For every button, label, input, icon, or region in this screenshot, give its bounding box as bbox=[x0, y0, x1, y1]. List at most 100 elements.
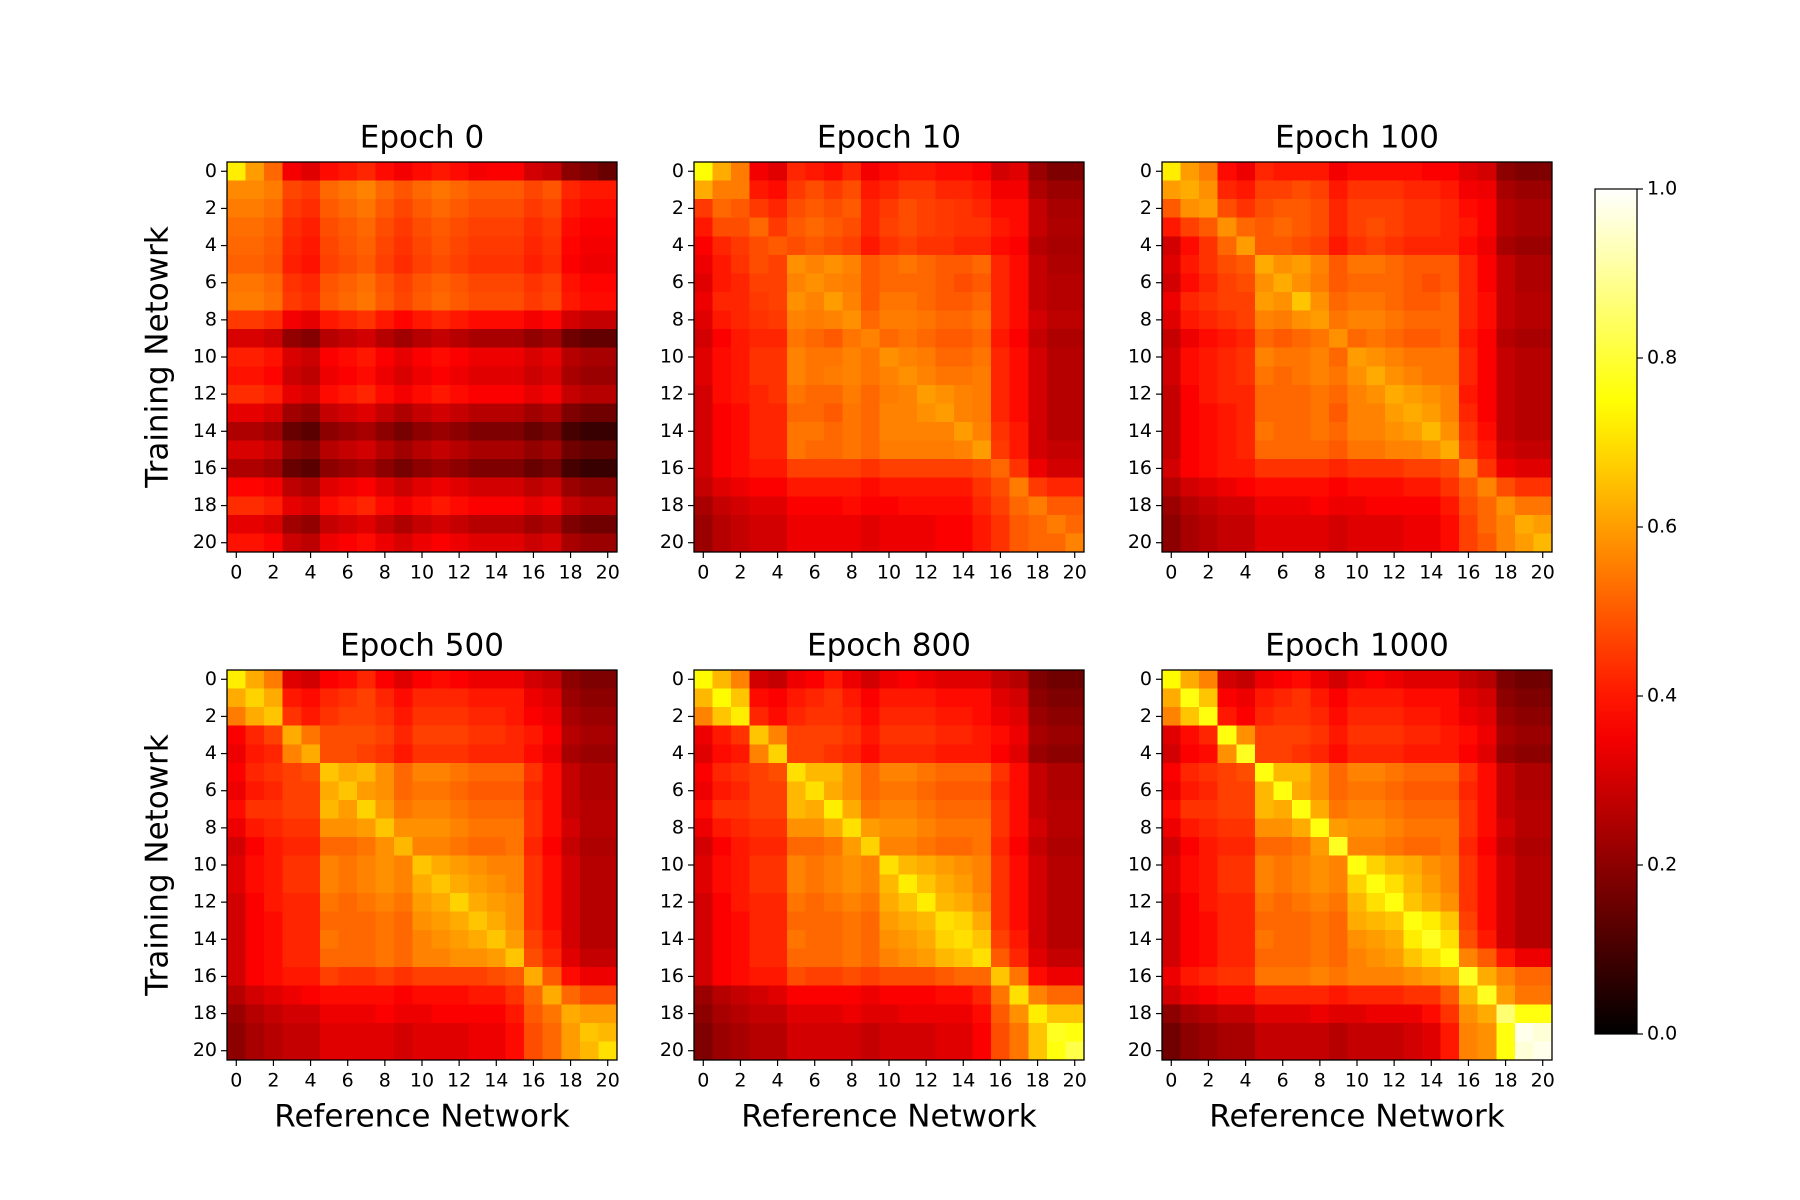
heatmap-cell bbox=[1384, 180, 1404, 200]
heatmap-cell bbox=[1440, 384, 1460, 404]
heatmap-cell bbox=[1199, 707, 1219, 727]
heatmap-cell bbox=[935, 1004, 955, 1024]
heatmap-cell bbox=[1292, 217, 1311, 237]
panel-title: Epoch 500 bbox=[340, 628, 504, 664]
heatmap-cell bbox=[1028, 762, 1048, 782]
heatmap-cell bbox=[1496, 948, 1516, 968]
heatmap-cell bbox=[824, 403, 843, 423]
heatmap-cell bbox=[449, 874, 469, 894]
heatmap-cell bbox=[1440, 329, 1460, 349]
heatmap-cell bbox=[1329, 948, 1349, 968]
heatmap-cell bbox=[1199, 892, 1219, 912]
heatmap-cell bbox=[1329, 725, 1349, 745]
heatmap-cell bbox=[1440, 800, 1460, 819]
heatmap-cell bbox=[505, 1004, 525, 1024]
heatmap-cell bbox=[861, 874, 881, 894]
heatmap-cell bbox=[1180, 762, 1200, 782]
heatmap-cell bbox=[1366, 496, 1386, 516]
heatmap-cell bbox=[768, 818, 788, 838]
heatmap-cell bbox=[1422, 292, 1441, 311]
heatmap-cell bbox=[712, 422, 732, 441]
heatmap-cell bbox=[487, 688, 506, 708]
x-tick-label: 8 bbox=[1314, 1070, 1326, 1092]
heatmap-cell bbox=[1347, 1004, 1367, 1024]
x-tick-label: 2 bbox=[1202, 562, 1214, 584]
heatmap-cell bbox=[1046, 800, 1066, 819]
heatmap-cell bbox=[431, 180, 451, 200]
heatmap-cell bbox=[1440, 533, 1460, 553]
heatmap-cell bbox=[805, 725, 825, 745]
heatmap-cell bbox=[357, 384, 376, 404]
heatmap-cell bbox=[1009, 477, 1029, 497]
heatmap-cell bbox=[561, 948, 581, 968]
heatmap-cell bbox=[712, 273, 732, 293]
heatmap-cell bbox=[357, 670, 376, 689]
heatmap-cell bbox=[1028, 967, 1048, 987]
heatmap-cell bbox=[935, 217, 955, 237]
heatmap-cell bbox=[1496, 744, 1516, 764]
heatmap-cell bbox=[468, 292, 488, 311]
heatmap-cell bbox=[749, 384, 769, 404]
heatmap-cell bbox=[861, 707, 881, 727]
heatmap-cell bbox=[561, 273, 581, 293]
heatmap-cell bbox=[357, 533, 376, 553]
heatmap-cell bbox=[524, 1022, 544, 1042]
heatmap-cell bbox=[879, 1022, 899, 1042]
heatmap-cell bbox=[1180, 930, 1200, 949]
heatmap-cell bbox=[972, 310, 992, 330]
heatmap-cell bbox=[1310, 199, 1330, 219]
heatmap-cell bbox=[1347, 930, 1367, 949]
heatmap-cell bbox=[1514, 440, 1534, 460]
heatmap-cell bbox=[245, 725, 265, 745]
heatmap-cell bbox=[338, 514, 358, 534]
heatmap-cell bbox=[579, 985, 599, 1005]
heatmap-cell bbox=[749, 837, 769, 857]
heatmap-cell bbox=[1422, 459, 1441, 479]
heatmap-cell bbox=[1384, 384, 1404, 404]
heatmap-cell bbox=[1384, 1004, 1404, 1024]
heatmap-cell bbox=[598, 347, 618, 367]
heatmap-cell bbox=[1384, 948, 1404, 968]
heatmap-cell bbox=[1162, 199, 1181, 219]
heatmap-cell bbox=[1046, 762, 1066, 782]
heatmap-cell bbox=[991, 477, 1011, 497]
heatmap-cell bbox=[842, 292, 862, 311]
heatmap-cell bbox=[227, 670, 246, 689]
heatmap-cell bbox=[1292, 310, 1311, 330]
heatmap-cell bbox=[598, 273, 618, 293]
heatmap-cell bbox=[505, 930, 525, 949]
heatmap-cell bbox=[749, 329, 769, 349]
heatmap-cell bbox=[375, 329, 395, 349]
heatmap-cell bbox=[749, 1022, 769, 1042]
heatmap-cell bbox=[786, 310, 806, 330]
heatmap-cell bbox=[1403, 707, 1423, 727]
heatmap-cell bbox=[1496, 1022, 1516, 1042]
heatmap-cell bbox=[264, 162, 284, 181]
heatmap-cell bbox=[1292, 199, 1311, 219]
heatmap-cell bbox=[972, 533, 992, 553]
heatmap-cell bbox=[1477, 496, 1497, 516]
heatmap-cell bbox=[524, 930, 544, 949]
heatmap-cell bbox=[487, 533, 506, 553]
heatmap-cell bbox=[449, 818, 469, 838]
heatmap-cell bbox=[954, 707, 973, 727]
heatmap-cell bbox=[1477, 762, 1497, 782]
heatmap-cell bbox=[227, 744, 246, 764]
x-tick-label: 20 bbox=[1531, 1070, 1555, 1092]
heatmap-cell bbox=[1310, 725, 1330, 745]
heatmap-cell bbox=[842, 837, 862, 857]
heatmap-cell bbox=[1217, 292, 1237, 311]
heatmap-cell bbox=[1217, 781, 1237, 801]
heatmap-cell bbox=[264, 254, 284, 274]
heatmap-cell bbox=[954, 422, 973, 441]
heatmap-cell bbox=[1009, 310, 1029, 330]
heatmap-cell bbox=[338, 855, 358, 875]
heatmap-cell bbox=[245, 329, 265, 349]
heatmap-cell bbox=[431, 366, 451, 386]
heatmap-cell bbox=[935, 310, 955, 330]
heatmap-cell bbox=[694, 892, 713, 912]
heatmap-cell bbox=[1065, 496, 1085, 516]
heatmap-cell bbox=[431, 967, 451, 987]
heatmap-cell bbox=[768, 874, 788, 894]
heatmap-cell bbox=[1329, 818, 1349, 838]
